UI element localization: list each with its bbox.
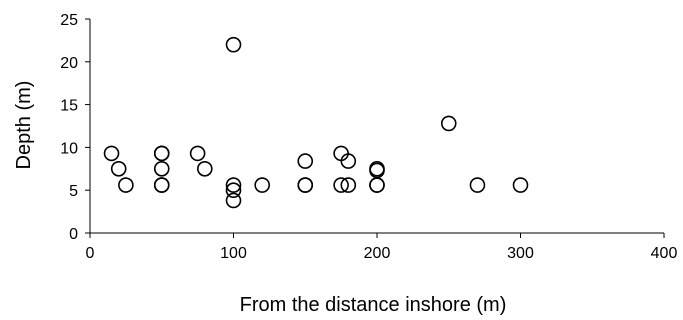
x-tick-label: 400: [651, 245, 678, 262]
x-axis-ticks: 0 100 200 300 400: [86, 233, 678, 262]
y-axis-ticks: 0 5 10 15 20 25: [60, 12, 90, 243]
data-point: [153, 161, 170, 177]
data-point: [297, 177, 314, 193]
data-point: [297, 153, 314, 169]
data-point: [469, 177, 486, 193]
data-point: [340, 153, 357, 169]
data-point: [103, 145, 120, 162]
data-point: [254, 177, 271, 193]
x-tick-label: 100: [220, 245, 247, 262]
data-point: [153, 177, 170, 193]
data-point: [225, 36, 242, 53]
x-tick-label: 300: [507, 245, 534, 262]
data-point: [340, 177, 357, 193]
y-tick-label: 5: [69, 183, 78, 200]
axes: 0 100 200 300 400 0 5 10 15 20 25: [60, 12, 677, 262]
data-point: [369, 177, 385, 193]
data-point: [225, 182, 242, 198]
data-point: [440, 115, 457, 132]
y-tick-label: 10: [60, 140, 78, 157]
data-point: [333, 177, 349, 193]
data-point: [197, 161, 213, 177]
data-points: [103, 36, 529, 209]
y-tick-label: 25: [60, 12, 78, 29]
y-tick-label: 20: [60, 55, 78, 72]
y-tick-label: 0: [69, 226, 78, 243]
data-point: [153, 145, 170, 162]
data-point: [225, 177, 242, 193]
data-point: [512, 177, 529, 193]
x-tick-label: 0: [86, 245, 95, 262]
x-tick-label: 200: [364, 245, 391, 262]
data-point: [189, 145, 206, 162]
x-axis-title: From the distance inshore (m): [240, 294, 507, 316]
data-point: [118, 177, 134, 193]
data-point: [225, 192, 242, 209]
y-tick-label: 15: [60, 98, 78, 115]
y-axis-title: Depth (m): [13, 81, 35, 170]
data-point: [110, 161, 127, 177]
